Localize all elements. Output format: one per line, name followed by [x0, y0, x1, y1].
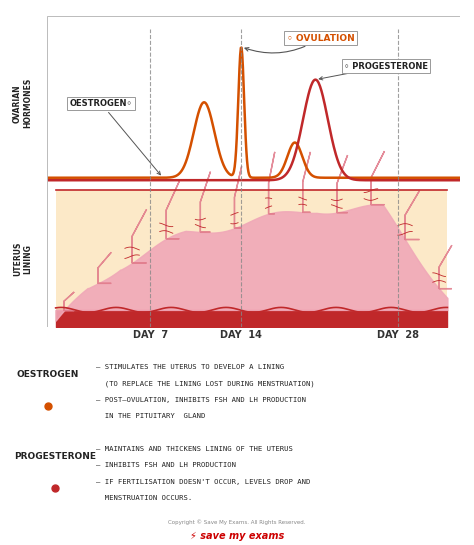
Polygon shape: [201, 172, 210, 232]
Text: – POST–OVULATION, INHIBITS FSH AND LH PRODUCTION: – POST–OVULATION, INHIBITS FSH AND LH PR…: [96, 397, 306, 403]
Text: DAY  28: DAY 28: [377, 330, 419, 340]
Polygon shape: [371, 151, 384, 205]
Text: – STIMULATES THE UTERUS TO DEVELOP A LINING: – STIMULATES THE UTERUS TO DEVELOP A LIN…: [96, 365, 284, 371]
Polygon shape: [166, 181, 179, 239]
Text: MENSTRUATION OCCURS.: MENSTRUATION OCCURS.: [96, 495, 192, 501]
Polygon shape: [337, 155, 347, 213]
Polygon shape: [303, 152, 310, 213]
Text: Copyright © Save My Exams. All Rights Reserved.: Copyright © Save My Exams. All Rights Re…: [168, 519, 306, 525]
Text: – INHIBITS FSH AND LH PRODUCTION: – INHIBITS FSH AND LH PRODUCTION: [96, 462, 236, 469]
Text: IN THE PITUITARY  GLAND: IN THE PITUITARY GLAND: [96, 413, 205, 419]
Polygon shape: [235, 166, 242, 228]
Text: DAY  14: DAY 14: [220, 330, 262, 340]
Text: ◦ PROGESTERONE: ◦ PROGESTERONE: [319, 62, 428, 80]
Text: ⚡ save my exams: ⚡ save my exams: [190, 531, 284, 541]
Polygon shape: [132, 209, 146, 263]
Text: OVARIAN
HORMONES: OVARIAN HORMONES: [13, 78, 32, 129]
Text: DAY  7: DAY 7: [133, 330, 168, 340]
Text: UTERUS
LINING: UTERUS LINING: [13, 241, 32, 276]
FancyBboxPatch shape: [55, 190, 447, 327]
Text: ◦ OVULATION: ◦ OVULATION: [245, 34, 355, 53]
Text: PROGESTERONE: PROGESTERONE: [14, 452, 96, 461]
Text: – IF FERTILISATION DOESN'T OCCUR, LEVELS DROP AND: – IF FERTILISATION DOESN'T OCCUR, LEVELS…: [96, 479, 310, 485]
Polygon shape: [439, 245, 452, 289]
Text: – MAINTAINS AND THICKENS LINING OF THE UTERUS: – MAINTAINS AND THICKENS LINING OF THE U…: [96, 446, 293, 452]
Text: OESTROGEN◦: OESTROGEN◦: [70, 99, 160, 175]
Polygon shape: [64, 292, 74, 311]
Text: (TO REPLACE THE LINING LOST DURING MENSTRUATION): (TO REPLACE THE LINING LOST DURING MENST…: [96, 380, 315, 387]
Polygon shape: [98, 252, 111, 283]
Text: OESTROGEN: OESTROGEN: [17, 371, 79, 379]
Polygon shape: [405, 191, 419, 239]
Polygon shape: [269, 152, 275, 214]
